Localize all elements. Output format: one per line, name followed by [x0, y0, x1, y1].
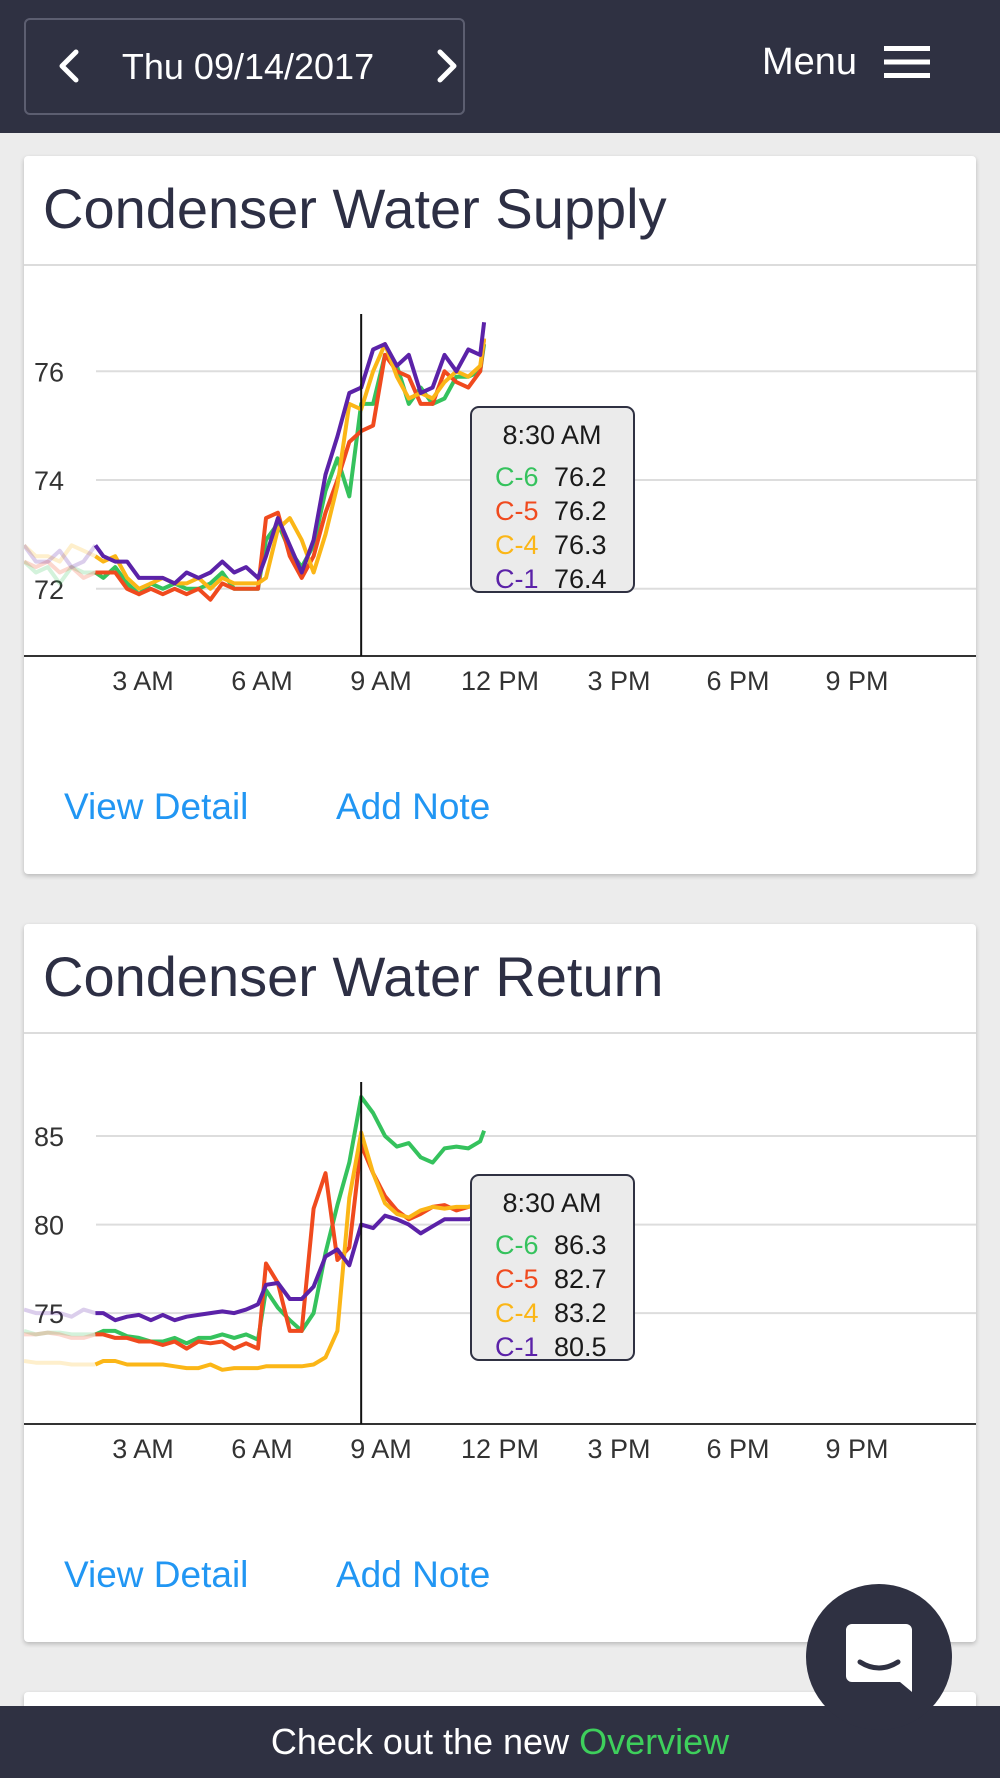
return-line-chart[interactable]: 75 80 85 3 AM 6 AM 9 AM 12 PM 3 PM 6 PM 9 PM 8:30 …	[24, 1034, 976, 1514]
tooltip-series-value: 76.3	[554, 530, 607, 560]
x-tick-label: 9 PM	[825, 1434, 888, 1464]
series-line-faded-c-4	[24, 543, 97, 564]
chat-icon	[846, 1624, 912, 1692]
view-detail-link[interactable]: View Detail	[64, 786, 249, 827]
tooltip-series-value: 76.4	[554, 564, 607, 594]
date-picker: Thu 09/14/2017	[24, 18, 465, 115]
hover-tooltip: 8:30 AM C-6 86.3 C-5 82.7 C-4 83.2 C-1 80.5	[470, 1174, 635, 1362]
card-divider	[24, 1032, 976, 1034]
tooltip-series-value: 82.7	[554, 1264, 607, 1294]
y-tick-label: 85	[34, 1122, 64, 1152]
x-tick-label: 3 AM	[112, 666, 174, 696]
series-line-c-5	[95, 338, 487, 602]
tooltip-series-value: 80.5	[554, 1332, 607, 1362]
series-line-faded-c-6	[24, 1328, 96, 1337]
tooltip-time: 8:30 AM	[502, 420, 601, 450]
card-title: Condenser Water Supply	[43, 177, 667, 240]
chat-launcher-button[interactable]	[806, 1584, 952, 1730]
x-tick-label: 3 PM	[587, 666, 650, 696]
series-line-c-6	[94, 1095, 486, 1346]
card-title: Condenser Water Return	[43, 945, 664, 1008]
series-line-c-5	[95, 1142, 486, 1351]
tooltip-series-label: C-5	[495, 1264, 539, 1294]
series-line-faded-c-1	[24, 544, 98, 570]
tooltip-series-value: 83.2	[554, 1298, 607, 1328]
return-chart-card: Condenser Water Return 75 80 85 3 AM 6 AM 9 A…	[24, 924, 976, 1642]
x-tick-label: 9 AM	[350, 1434, 412, 1464]
y-tick-label: 76	[34, 357, 64, 387]
tooltip-series-label: C-1	[495, 1332, 539, 1362]
card-divider	[24, 264, 976, 266]
series-line-faded-c-5	[24, 559, 97, 580]
x-tick-label: 12 PM	[461, 666, 539, 696]
hover-tooltip: 8:30 AM C-6 76.2 C-5 76.2 C-4 76.3 C-1 76.4	[470, 406, 635, 594]
tooltip-series-label: C-6	[495, 462, 539, 492]
tooltip-series-label: C-4	[495, 530, 539, 560]
y-tick-label: 80	[34, 1211, 64, 1241]
announcement-text: Check out the new	[270, 1721, 580, 1762]
tooltip-series-value: 76.2	[554, 462, 607, 492]
series-line-faded-c-5	[24, 1330, 96, 1340]
add-note-link[interactable]: Add Note	[336, 786, 491, 827]
next-day-button[interactable]	[424, 44, 468, 88]
previous-day-button[interactable]	[48, 44, 92, 88]
series-line-faded-c-6	[24, 560, 96, 586]
tooltip-series-value: 76.2	[554, 496, 607, 526]
overview-link[interactable]: Overview	[579, 1721, 730, 1762]
x-tick-label: 9 AM	[350, 666, 412, 696]
x-tick-label: 3 PM	[587, 1434, 650, 1464]
supply-line-chart[interactable]: 72 74 76 3 AM 6 AM 9 AM 12 PM 3 PM 6 PM 9 PM 8:30 …	[24, 266, 976, 746]
x-tick-label: 6 AM	[231, 666, 293, 696]
tooltip-series-label: C-4	[495, 1298, 539, 1328]
series-line-c-1	[95, 1209, 486, 1323]
series-line-faded-c-1	[24, 1307, 96, 1319]
view-detail-link[interactable]: View Detail	[64, 1554, 249, 1595]
x-tick-label: 12 PM	[461, 1434, 539, 1464]
x-tick-label: 6 PM	[706, 666, 769, 696]
x-tick-label: 3 AM	[112, 1434, 174, 1464]
supply-chart-card: Condenser Water Supply 72 74 76 3 AM 6 AM 9 A…	[24, 156, 976, 874]
x-tick-label: 6 AM	[231, 1434, 293, 1464]
x-tick-label: 9 PM	[825, 666, 888, 696]
current-date[interactable]: Thu 09/14/2017	[121, 46, 375, 87]
chevron-left-icon	[59, 49, 79, 83]
tooltip-series-value: 86.3	[554, 1230, 607, 1260]
y-tick-label: 74	[34, 466, 64, 496]
tooltip-series-label: C-1	[495, 564, 539, 594]
tooltip-box	[470, 406, 635, 593]
tooltip-box	[470, 1174, 635, 1361]
y-tick-label: 72	[34, 575, 64, 605]
tooltip-time: 8:30 AM	[502, 1188, 601, 1218]
menu-button[interactable]: Menu	[752, 30, 942, 94]
series-line-faded-c-4	[24, 1359, 96, 1367]
menu-label: Menu	[762, 41, 858, 83]
series-line-c-1	[93, 322, 487, 586]
top-bar: Thu 09/14/2017 Menu	[0, 0, 1000, 133]
x-tick-label: 6 PM	[706, 1434, 769, 1464]
series-line-c-4	[94, 1130, 486, 1372]
hamburger-icon	[884, 46, 930, 78]
chevron-right-icon	[437, 49, 457, 83]
tooltip-series-label: C-5	[495, 496, 539, 526]
add-note-link[interactable]: Add Note	[336, 1554, 491, 1595]
announcement-bar: Check out the new Overview	[0, 1706, 1000, 1778]
y-tick-label: 75	[34, 1299, 64, 1329]
tooltip-series-label: C-6	[495, 1230, 539, 1260]
